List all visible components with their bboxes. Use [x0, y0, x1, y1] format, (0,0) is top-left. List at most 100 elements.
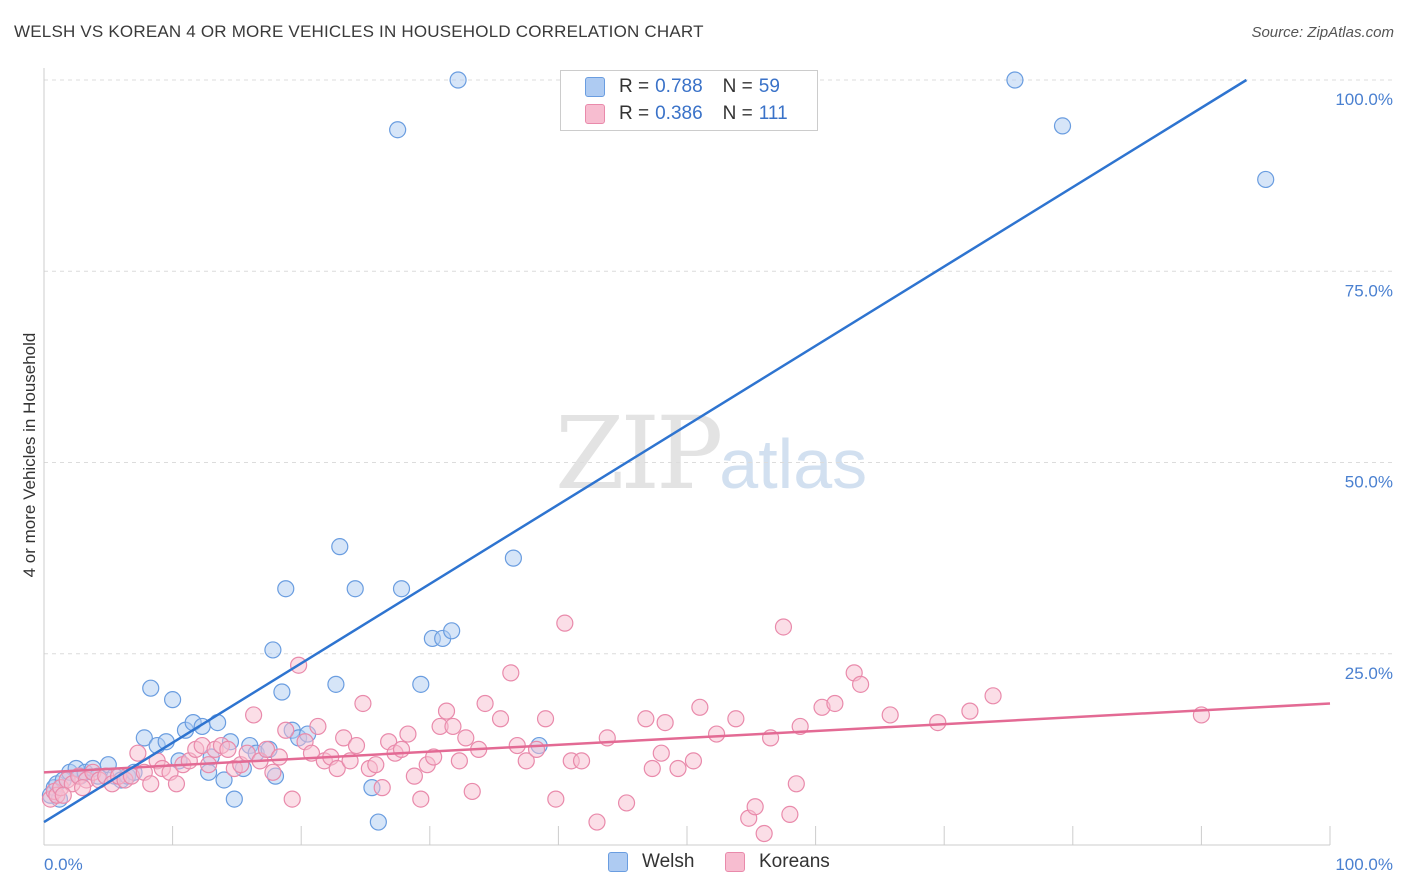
koreans-point	[444, 717, 462, 736]
koreans-point	[142, 775, 160, 793]
koreans-point	[774, 618, 793, 636]
koreans-point	[517, 752, 535, 770]
welsh-point	[346, 580, 364, 598]
koreans-point	[129, 744, 147, 762]
source-credit: Source: ZipAtlas.com	[1251, 24, 1394, 41]
welsh-point	[164, 691, 182, 709]
welsh-point	[135, 729, 153, 747]
tick-labels: 25.0% 50.0% 75.0% 100.0% 0.0% 100.0%	[44, 90, 1393, 874]
stats-legend: R = 0.788 N = 59 R = 0.386 N = 111	[560, 70, 818, 131]
koreans-point	[373, 779, 391, 797]
koreans-points	[41, 614, 1211, 843]
koreans-point	[412, 790, 430, 808]
welsh-r-value: 0.788	[655, 76, 703, 97]
koreans-point	[746, 798, 764, 816]
y-tick-label: 75.0%	[1345, 281, 1393, 300]
welsh-n-value: 59	[758, 76, 780, 97]
koreans-point	[476, 694, 494, 713]
koreans-point	[691, 698, 709, 716]
koreans-point	[219, 740, 237, 758]
koreans-point	[755, 824, 773, 843]
koreans-r-label: R =	[619, 103, 650, 124]
koreans-point	[961, 702, 979, 720]
legend-row-koreans: R = 0.386 N = 111	[585, 102, 788, 126]
koreans-point	[881, 706, 899, 724]
legend-item-koreans: Koreans	[725, 851, 830, 873]
welsh-point	[215, 771, 233, 789]
series-legend: Welsh Koreans	[0, 851, 1406, 877]
koreans-point	[399, 725, 417, 743]
koreans-point	[367, 756, 385, 774]
y-tick-label: 25.0%	[1345, 664, 1393, 683]
y-tick-label: 50.0%	[1345, 473, 1393, 492]
koreans-point	[572, 752, 591, 770]
koreans-point	[984, 687, 1002, 705]
legend-row-welsh: R = 0.788 N = 59	[585, 75, 780, 99]
watermark-atlas: atlas	[719, 425, 868, 503]
koreans-legend-swatch	[725, 852, 745, 872]
welsh-point	[504, 549, 522, 567]
koreans-point	[283, 790, 301, 808]
welsh-legend-swatch	[608, 852, 628, 872]
koreans-point	[781, 805, 799, 824]
welsh-point	[1006, 71, 1024, 89]
koreans-point	[684, 752, 703, 770]
koreans-swatch	[585, 104, 605, 124]
welsh-point	[327, 675, 345, 693]
welsh-trend-line	[43, 78, 1248, 824]
x-tick-label: 100.0%	[1335, 855, 1393, 874]
koreans-point	[54, 786, 72, 804]
koreans-point	[405, 767, 423, 785]
koreans-point	[245, 706, 263, 724]
welsh-point	[331, 538, 349, 556]
koreans-point	[335, 729, 353, 747]
koreans-point	[652, 744, 670, 762]
koreans-n-label: N =	[722, 103, 753, 124]
trend-lines	[43, 78, 1331, 824]
koreans-point	[392, 740, 411, 758]
welsh-point	[392, 580, 411, 598]
koreans-point	[826, 694, 844, 713]
zipatlas-watermark: ZIPatlas	[555, 395, 867, 512]
welsh-point	[369, 813, 387, 831]
koreans-point	[556, 614, 574, 632]
koreans-point	[309, 717, 327, 736]
koreans-point	[643, 759, 661, 778]
koreans-n-value: 111	[758, 103, 788, 124]
welsh-point	[1053, 117, 1072, 135]
welsh-point	[142, 679, 160, 697]
koreans-point	[527, 740, 546, 758]
koreans-point	[536, 710, 555, 728]
welsh-point	[277, 580, 295, 598]
koreans-point	[727, 710, 745, 728]
welsh-n-label: N =	[722, 76, 753, 97]
welsh-point	[273, 683, 291, 701]
koreans-point	[328, 759, 346, 778]
welsh-point	[449, 71, 467, 89]
koreans-point	[491, 710, 510, 728]
koreans-point	[637, 710, 655, 728]
welsh-point	[389, 121, 407, 139]
koreans-trend-line	[43, 702, 1331, 774]
koreans-r-value: 0.386	[655, 103, 703, 124]
koreans-point	[852, 675, 870, 693]
welsh-point	[225, 790, 243, 808]
welsh-r-label: R =	[619, 76, 650, 97]
koreans-point	[502, 664, 520, 682]
grid-lines	[44, 79, 1395, 655]
chart-title: WELSH VS KOREAN 4 OR MORE VEHICLES IN HO…	[14, 22, 704, 41]
koreans-point	[929, 713, 947, 732]
x-tick-label: 0.0%	[44, 855, 83, 874]
axes	[43, 68, 1331, 846]
koreans-point	[656, 713, 674, 732]
welsh-swatch	[585, 77, 605, 97]
legend-item-welsh: Welsh	[608, 851, 694, 873]
koreans-point	[437, 702, 456, 720]
welsh-point	[264, 641, 282, 659]
koreans-legend-label: Koreans	[759, 851, 830, 872]
y-tick-label: 100.0%	[1335, 90, 1393, 109]
koreans-point	[73, 779, 92, 797]
koreans-point	[264, 763, 282, 781]
koreans-point	[547, 790, 565, 808]
